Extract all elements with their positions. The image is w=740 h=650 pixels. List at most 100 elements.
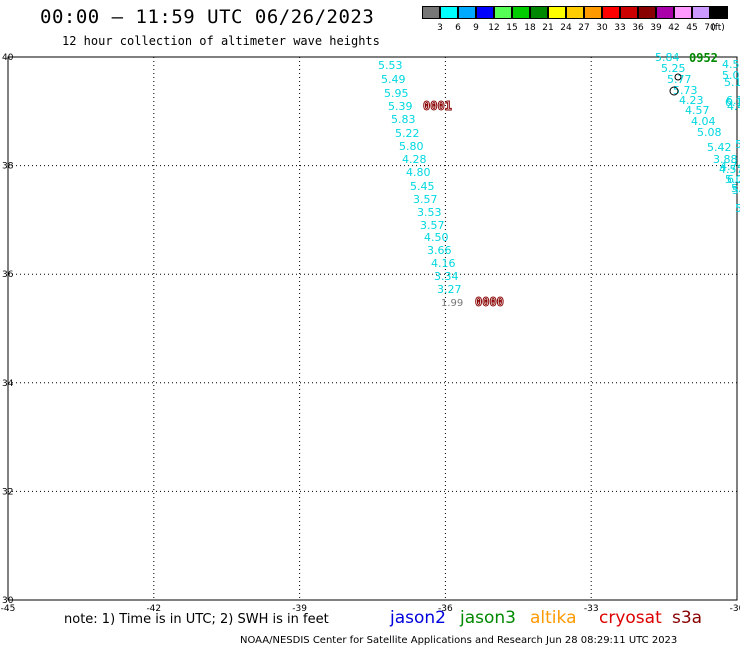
- time-label: 0952: [689, 51, 718, 65]
- legend-swatch: [494, 6, 512, 19]
- swh-value: 4.80: [406, 166, 431, 179]
- swh-value: 5.83: [391, 113, 416, 126]
- chart-title: 00:00 – 11:59 UTC 06/26/2023: [40, 6, 375, 28]
- swh-value-partial: 4.4: [727, 100, 740, 113]
- legend-label: 18: [524, 23, 536, 33]
- swh-value: 5.17: [731, 182, 740, 195]
- legend-swatch: [458, 6, 476, 19]
- legend-label: 42: [668, 23, 680, 33]
- swh-value: 3.53: [417, 206, 442, 219]
- swh-value: 5.09: [725, 173, 740, 186]
- swh-value-partial: 5.0: [722, 69, 740, 82]
- swh-value: 5.84: [655, 51, 680, 64]
- footer-note: note: 1) Time is in UTC; 2) SWH is in fe…: [64, 612, 329, 627]
- lon-tick-label: -45: [1, 604, 16, 614]
- swh-value: 5.47: [732, 184, 740, 197]
- legend-label: 39: [650, 23, 662, 33]
- legend-label: 6: [455, 23, 461, 33]
- lat-tick-label: 40: [2, 53, 14, 63]
- swh-value: 3.34: [434, 270, 459, 283]
- legend-swatch: [476, 6, 494, 19]
- swh-value-partial: 5.1: [724, 76, 740, 89]
- lat-tick-label: 36: [2, 270, 14, 280]
- lat-tick-label: 34: [2, 379, 14, 389]
- marker-ring: [669, 86, 679, 96]
- satellite-label-jason3: jason3: [460, 608, 516, 628]
- swh-value: 5.34: [735, 202, 740, 215]
- legend-label: (ft): [711, 23, 725, 33]
- swh-value: 6.23: [727, 173, 740, 186]
- swh-value: 5.80: [399, 140, 424, 153]
- legend-swatch: [566, 6, 584, 19]
- swh-value: 5.08: [697, 126, 722, 139]
- swh-value: 4.57: [685, 104, 710, 117]
- legend-swatch: [440, 6, 458, 19]
- legend-label: 45: [686, 23, 698, 33]
- swh-value: 3.88: [713, 153, 738, 166]
- swh-value: 4.16: [431, 257, 456, 270]
- legend-swatch: [638, 6, 656, 19]
- legend-label: 24: [560, 23, 572, 33]
- swh-value: 5.73: [673, 84, 698, 97]
- swh-value: 5.53: [378, 59, 403, 72]
- legend-label: 33: [614, 23, 626, 33]
- lon-tick-label: -36: [438, 604, 453, 614]
- marker-ring: [674, 73, 682, 81]
- legend-swatch: [548, 6, 566, 19]
- chart-subtitle: 12 hour collection of altimeter wave hei…: [62, 34, 380, 48]
- swh-value: 3.66: [427, 244, 452, 257]
- swh-value: 3.57: [420, 219, 445, 232]
- satellite-label-jason2: jason2: [390, 608, 446, 628]
- legend-label: 15: [506, 23, 518, 33]
- lat-tick-label: 30: [2, 596, 14, 606]
- legend-label: 12: [488, 23, 500, 33]
- swh-value: 5.45: [410, 180, 435, 193]
- swh-value: 5.39: [388, 100, 413, 113]
- swh-value: 6.14: [725, 96, 740, 109]
- legend-swatch: [422, 6, 440, 19]
- legend-swatch: [710, 6, 728, 19]
- swh-value: 5.42: [735, 138, 740, 151]
- lon-tick-label: -39: [292, 604, 307, 614]
- lon-tick-label: -33: [584, 604, 599, 614]
- legend-swatch: [512, 6, 530, 19]
- swh-value: 5.49: [381, 73, 406, 86]
- legend-swatch: [674, 6, 692, 19]
- legend-swatch: [530, 6, 548, 19]
- legend-label: 70: [704, 23, 716, 33]
- legend-swatch: [584, 6, 602, 19]
- satellite-label-cryosat: cryosat: [599, 608, 662, 628]
- legend-label: 9: [473, 23, 479, 33]
- swh-value-partial: 4.57: [722, 58, 740, 71]
- swh-value: 3.27: [437, 283, 462, 296]
- legend-label: 27: [578, 23, 590, 33]
- satellite-label-s3a: s3a: [672, 608, 703, 628]
- lon-tick-label: -42: [146, 604, 161, 614]
- swh-value: 5.95: [384, 87, 409, 100]
- swh-value: 4.23: [679, 94, 704, 107]
- legend-swatch: [602, 6, 620, 19]
- swh-value: 5.42: [707, 141, 732, 154]
- swh-value: 4.74: [720, 160, 740, 173]
- legend-swatch: [692, 6, 710, 19]
- swh-value: 1.99: [441, 298, 463, 309]
- swh-value: 4.04: [691, 115, 716, 128]
- swh-value: 3.57: [413, 193, 438, 206]
- map-frame: [7, 56, 738, 601]
- swh-value: 5.22: [395, 127, 420, 140]
- time-label: 0001: [423, 99, 452, 113]
- legend-swatch: [656, 6, 674, 19]
- swh-value-partial: 6.1: [726, 94, 740, 107]
- time-label: 0000: [475, 295, 504, 309]
- swh-value: 5.25: [661, 62, 686, 75]
- lon-tick-label: -30: [730, 604, 740, 614]
- lat-tick-label: 38: [2, 162, 14, 172]
- legend-label: 36: [632, 23, 644, 33]
- swh-value: 4.50: [424, 231, 449, 244]
- swh-value: 4.57: [719, 163, 740, 176]
- legend-label: 30: [596, 23, 608, 33]
- legend-label: 3: [437, 23, 443, 33]
- lat-tick-label: 32: [2, 487, 13, 497]
- legend-swatch: [620, 6, 638, 19]
